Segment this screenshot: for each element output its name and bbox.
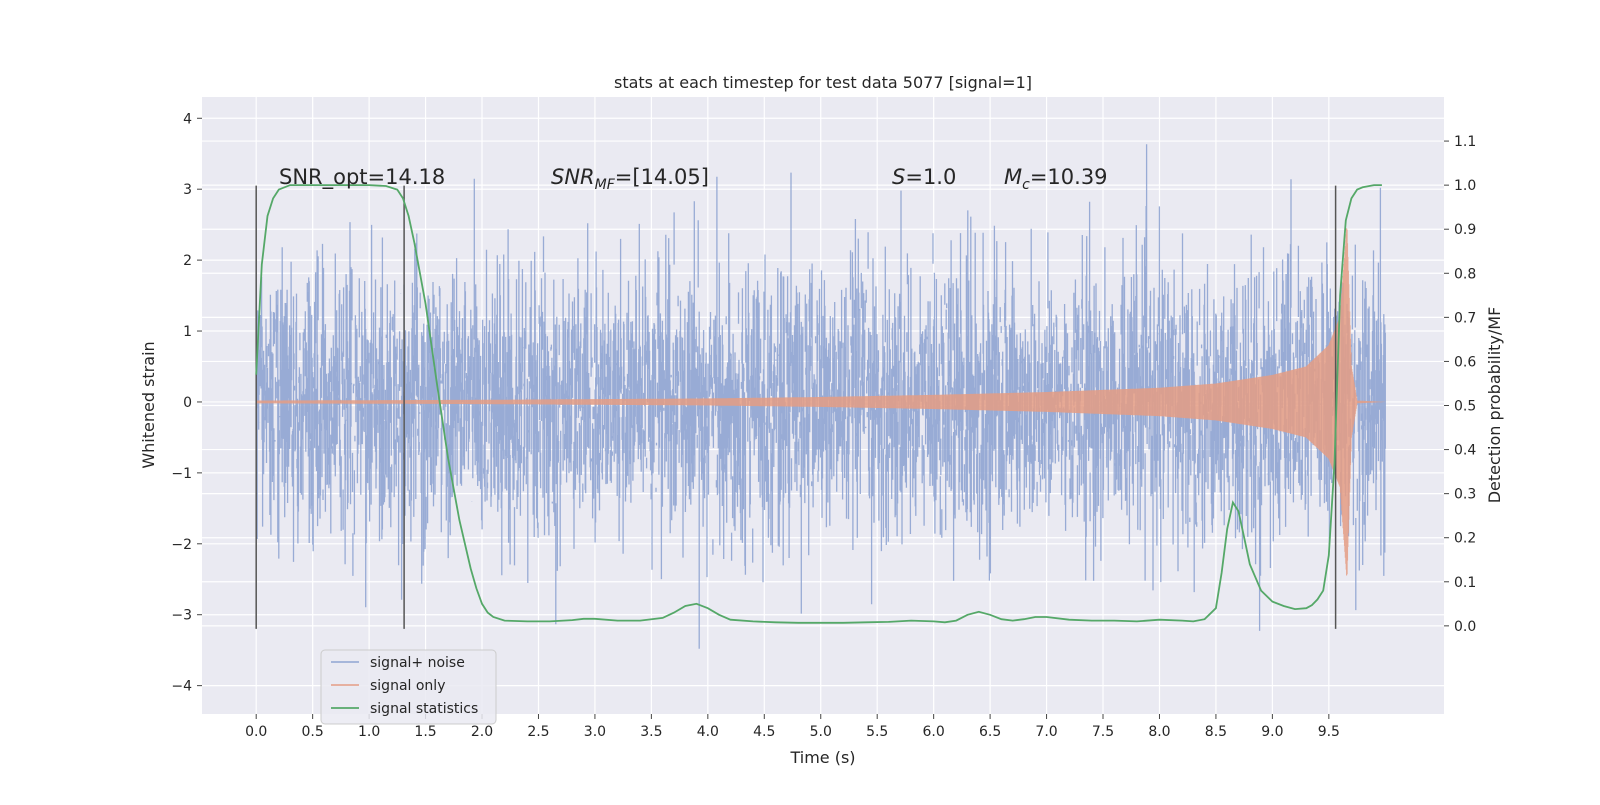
x-tick-label: 6.5 — [979, 724, 1001, 740]
annotation-s-symbol: S — [892, 165, 905, 189]
y2-tick-label: 0.6 — [1454, 354, 1476, 370]
y2-tick-label: 0.1 — [1454, 575, 1476, 591]
x-tick-label: 0.5 — [302, 724, 324, 740]
legend: signal+ noise signal only signal statist… — [320, 649, 497, 725]
y-tick-label: 1 — [183, 324, 192, 340]
annotation-s-value: =1.0 — [905, 165, 956, 189]
x-tick-label: 0.0 — [245, 724, 267, 740]
x-tick-label: 7.0 — [1035, 724, 1057, 740]
y2-tick-label: 0.0 — [1454, 619, 1476, 635]
x-tick-label: 3.5 — [640, 724, 662, 740]
y-tick-label: 2 — [183, 253, 192, 269]
annotation-mc: Mc=10.39 — [1004, 165, 1108, 193]
y2-tick-label: 0.4 — [1454, 443, 1476, 459]
y-tick-label: −4 — [171, 679, 192, 695]
y-tick-label: 4 — [183, 111, 192, 127]
y2-tick-label: 1.0 — [1454, 178, 1476, 194]
annotation-snr-mf: SNRMF=[14.05] — [551, 165, 709, 193]
x-tick-label: 4.5 — [753, 724, 775, 740]
x-tick-label: 9.5 — [1318, 724, 1340, 740]
y-tick-label: 3 — [183, 182, 192, 198]
y-tick-label: −3 — [171, 608, 192, 624]
y2-tick-labels: 1.1 1.0 0.9 0.8 0.7 0.6 0.5 0.4 0.3 0.2 0.1 0.0 — [1444, 134, 1476, 635]
y2-tick-label: 0.2 — [1454, 531, 1476, 547]
y-tick-label: −2 — [171, 537, 192, 553]
x-axis-label: Time (s) — [789, 748, 855, 767]
x-tick-label: 9.0 — [1261, 724, 1283, 740]
annotation-mc-value: =10.39 — [1030, 165, 1108, 189]
annotation-snr-mf-symbol: SNR — [551, 165, 595, 189]
y-tick-label: 0 — [183, 395, 192, 411]
legend-label-signal-noise: signal+ noise — [370, 655, 465, 671]
legend-box — [320, 649, 497, 725]
x-tick-label: 2.5 — [527, 724, 549, 740]
x-tick-label: 3.0 — [584, 724, 606, 740]
x-tick-labels: 0.0 0.5 1.0 1.5 2.0 2.5 3.0 3.5 4.0 4.5 5.0 5.5 6.0 6… — [245, 714, 1340, 740]
y2-tick-label: 0.8 — [1454, 266, 1476, 282]
y-axis-label: Whitened strain — [139, 341, 158, 468]
annotation-mc-subscript: c — [1022, 177, 1030, 193]
annotation-mc-symbol: M — [1004, 165, 1022, 189]
y2-axis-label: Detection probability/MF — [1485, 307, 1504, 504]
series-signal-statistics — [255, 184, 1382, 624]
chart-title: stats at each timestep for test data 507… — [614, 73, 1032, 92]
x-tick-label: 5.5 — [866, 724, 888, 740]
annotation-snr-opt: SNR_opt=14.18 — [279, 165, 445, 190]
y2-tick-label: 0.3 — [1454, 487, 1476, 503]
x-tick-label: 7.5 — [1092, 724, 1114, 740]
x-tick-label: 1.5 — [414, 724, 436, 740]
annotation-snr-mf-value: =[14.05] — [615, 165, 709, 189]
y2-tick-label: 1.1 — [1454, 134, 1476, 150]
legend-label-signal-statistics: signal statistics — [370, 701, 478, 717]
y2-tick-label: 0.5 — [1454, 399, 1476, 415]
x-tick-label: 6.0 — [923, 724, 945, 740]
annotation-s: S=1.0 — [892, 165, 956, 189]
legend-label-signal-only: signal only — [370, 678, 445, 694]
x-tick-label: 2.0 — [471, 724, 493, 740]
y-tick-labels: 4 3 2 1 0 −1 −2 −3 −4 — [171, 111, 202, 695]
x-tick-label: 8.0 — [1148, 724, 1170, 740]
x-tick-label: 8.5 — [1205, 724, 1227, 740]
y2-tick-label: 0.9 — [1454, 222, 1476, 238]
annotation-snr-mf-subscript: MF — [595, 177, 616, 193]
y-tick-label: −1 — [171, 466, 192, 482]
y2-tick-label: 0.7 — [1454, 310, 1476, 326]
x-tick-label: 1.0 — [358, 724, 380, 740]
x-tick-label: 5.0 — [810, 724, 832, 740]
x-tick-label: 4.0 — [697, 724, 719, 740]
